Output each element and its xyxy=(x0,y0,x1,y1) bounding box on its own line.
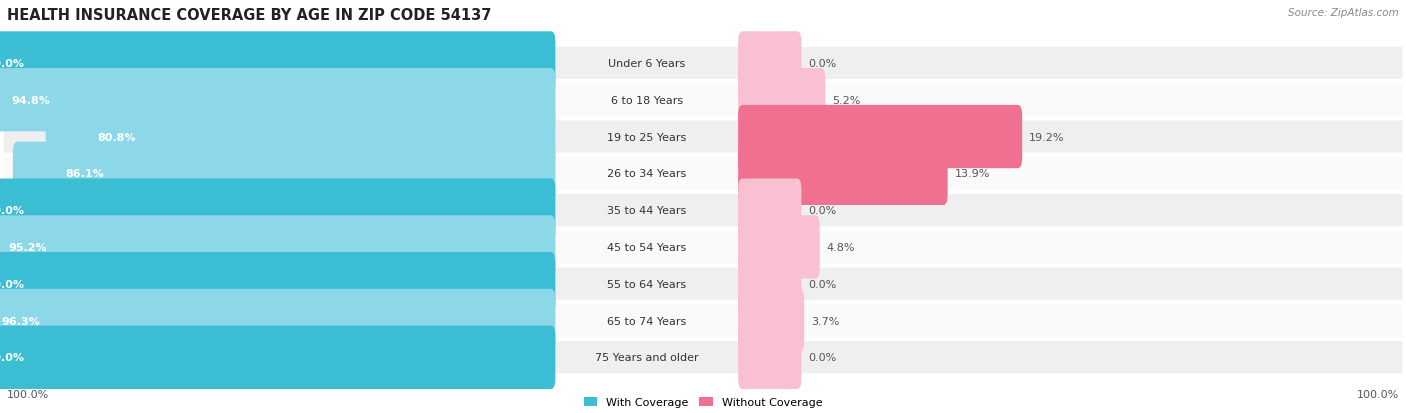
Text: 86.1%: 86.1% xyxy=(65,169,104,179)
Text: Under 6 Years: Under 6 Years xyxy=(609,59,685,69)
Text: 94.8%: 94.8% xyxy=(11,95,51,105)
Text: 100.0%: 100.0% xyxy=(0,59,25,69)
FancyBboxPatch shape xyxy=(738,69,825,132)
Legend: With Coverage, Without Coverage: With Coverage, Without Coverage xyxy=(583,397,823,408)
Text: 80.8%: 80.8% xyxy=(97,132,136,142)
FancyBboxPatch shape xyxy=(13,142,555,206)
Text: 75 Years and older: 75 Years and older xyxy=(595,352,699,363)
Text: 100.0%: 100.0% xyxy=(7,389,49,399)
FancyBboxPatch shape xyxy=(738,216,820,279)
FancyBboxPatch shape xyxy=(3,267,1403,301)
FancyBboxPatch shape xyxy=(738,32,801,95)
FancyBboxPatch shape xyxy=(738,106,1022,169)
FancyBboxPatch shape xyxy=(3,47,1403,81)
Text: 13.9%: 13.9% xyxy=(955,169,990,179)
FancyBboxPatch shape xyxy=(0,32,555,95)
Text: 100.0%: 100.0% xyxy=(0,352,25,363)
FancyBboxPatch shape xyxy=(738,252,801,316)
FancyBboxPatch shape xyxy=(3,120,1403,154)
FancyBboxPatch shape xyxy=(45,106,555,169)
FancyBboxPatch shape xyxy=(3,230,1403,264)
Text: 3.7%: 3.7% xyxy=(811,316,839,326)
FancyBboxPatch shape xyxy=(738,142,948,206)
Text: 19 to 25 Years: 19 to 25 Years xyxy=(607,132,686,142)
FancyBboxPatch shape xyxy=(0,216,555,279)
Text: 100.0%: 100.0% xyxy=(1357,389,1399,399)
Text: 100.0%: 100.0% xyxy=(0,206,25,216)
Text: 55 to 64 Years: 55 to 64 Years xyxy=(607,279,686,289)
FancyBboxPatch shape xyxy=(738,326,801,389)
Text: 96.3%: 96.3% xyxy=(1,316,41,326)
Text: 6 to 18 Years: 6 to 18 Years xyxy=(610,95,683,105)
FancyBboxPatch shape xyxy=(3,83,1403,117)
Text: 0.0%: 0.0% xyxy=(808,279,837,289)
FancyBboxPatch shape xyxy=(3,341,1403,374)
Text: 65 to 74 Years: 65 to 74 Years xyxy=(607,316,686,326)
FancyBboxPatch shape xyxy=(3,194,1403,228)
Text: 45 to 54 Years: 45 to 54 Years xyxy=(607,242,686,252)
FancyBboxPatch shape xyxy=(738,289,804,352)
Text: 0.0%: 0.0% xyxy=(808,352,837,363)
Text: 100.0%: 100.0% xyxy=(0,279,25,289)
Text: HEALTH INSURANCE COVERAGE BY AGE IN ZIP CODE 54137: HEALTH INSURANCE COVERAGE BY AGE IN ZIP … xyxy=(7,8,492,23)
Text: 0.0%: 0.0% xyxy=(808,206,837,216)
Text: 4.8%: 4.8% xyxy=(827,242,855,252)
Text: 35 to 44 Years: 35 to 44 Years xyxy=(607,206,686,216)
FancyBboxPatch shape xyxy=(3,304,1403,338)
Text: 19.2%: 19.2% xyxy=(1029,132,1064,142)
FancyBboxPatch shape xyxy=(0,252,555,316)
Text: Source: ZipAtlas.com: Source: ZipAtlas.com xyxy=(1288,8,1399,18)
Text: 26 to 34 Years: 26 to 34 Years xyxy=(607,169,686,179)
Text: 0.0%: 0.0% xyxy=(808,59,837,69)
FancyBboxPatch shape xyxy=(0,179,555,242)
Text: 5.2%: 5.2% xyxy=(832,95,860,105)
FancyBboxPatch shape xyxy=(0,289,555,352)
FancyBboxPatch shape xyxy=(3,157,1403,191)
FancyBboxPatch shape xyxy=(738,179,801,242)
Text: 95.2%: 95.2% xyxy=(8,242,48,252)
FancyBboxPatch shape xyxy=(0,326,555,389)
FancyBboxPatch shape xyxy=(0,69,555,132)
